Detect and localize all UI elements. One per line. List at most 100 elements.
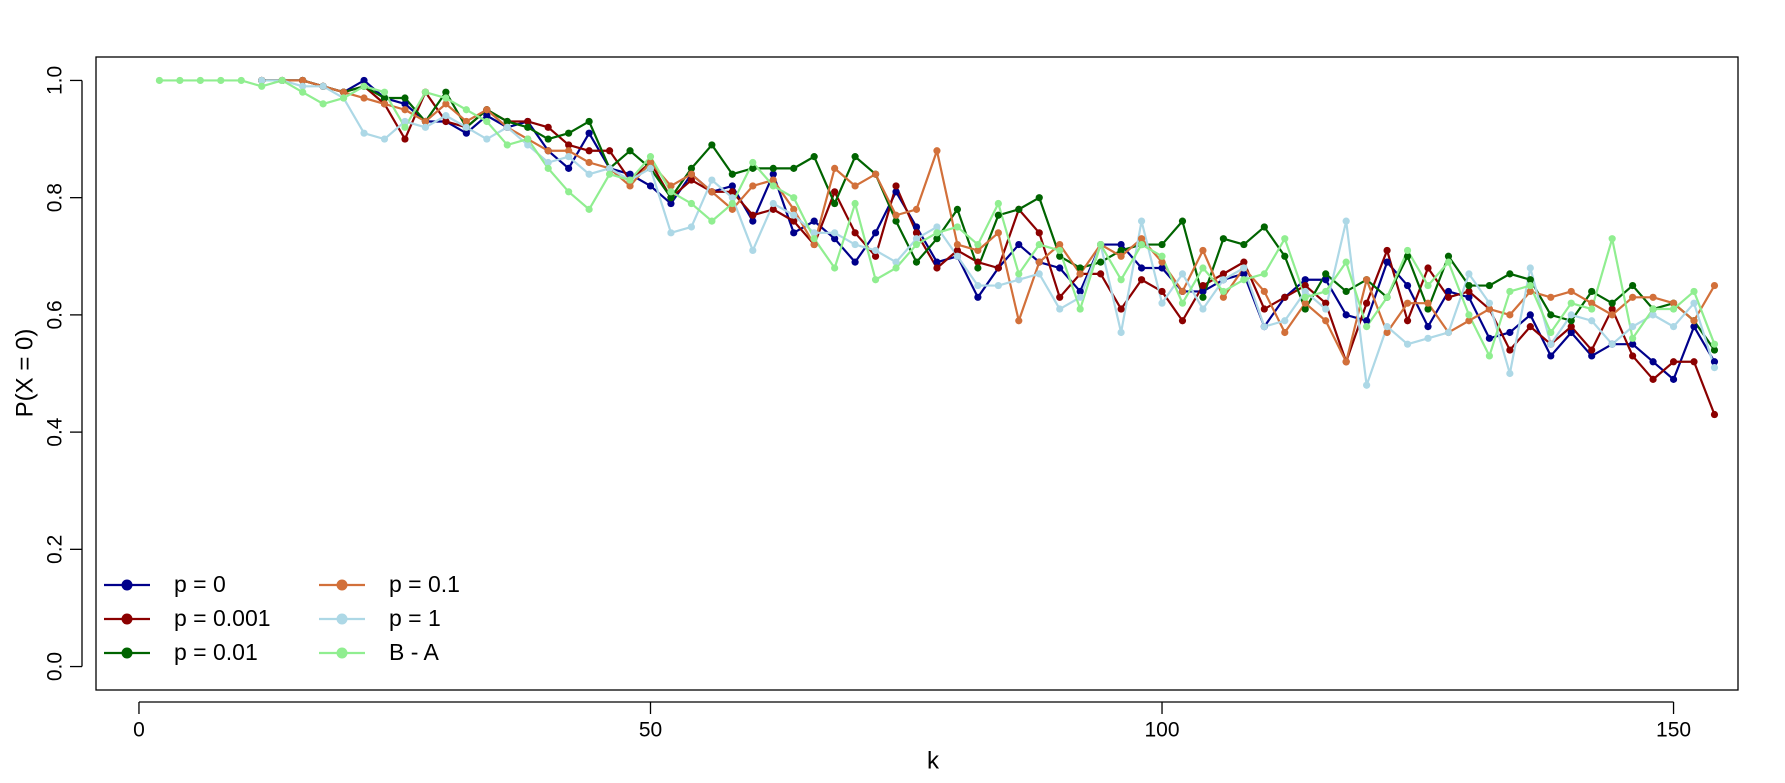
- data-point: [1035, 270, 1043, 278]
- data-point: [1526, 287, 1534, 296]
- data-point: [1301, 281, 1309, 290]
- data-point: [1056, 305, 1064, 313]
- data-point: [646, 164, 655, 172]
- data-point: [1465, 317, 1473, 325]
- data-point: [790, 217, 798, 225]
- data-point: [749, 246, 757, 255]
- legend-text: p = 0.01: [174, 639, 258, 665]
- data-point: [1260, 223, 1268, 231]
- y-tick-label: 1.0: [44, 66, 67, 95]
- data-point: [687, 176, 696, 184]
- data-point: [1669, 305, 1678, 313]
- data-point: [1342, 258, 1350, 266]
- data-point: [749, 211, 757, 219]
- data-point: [851, 182, 859, 190]
- data-point: [831, 188, 839, 196]
- data-point: [728, 205, 736, 213]
- data-point: [871, 229, 880, 237]
- data-point: [176, 76, 184, 85]
- data-point: [831, 229, 839, 237]
- data-point: [585, 147, 593, 155]
- data-point: [565, 141, 573, 149]
- data-point: [1506, 328, 1514, 337]
- data-point: [646, 153, 655, 161]
- data-point: [1465, 287, 1473, 296]
- data-point: [1158, 299, 1166, 307]
- data-point: [933, 235, 941, 243]
- data-point: [483, 106, 491, 114]
- data-point: [1588, 287, 1596, 296]
- legend-item: p = 0.1: [319, 571, 460, 597]
- y-tick-label: 0.0: [44, 652, 67, 681]
- data-point: [1669, 375, 1678, 383]
- data-point: [1506, 369, 1514, 378]
- data-point: [1608, 311, 1616, 319]
- legend-marker: [121, 579, 133, 591]
- data-point: [1240, 270, 1248, 278]
- data-point: [1547, 352, 1555, 360]
- data-point: [1485, 334, 1493, 342]
- data-point: [728, 199, 736, 208]
- data-point: [1056, 264, 1064, 272]
- data-point: [1076, 287, 1084, 296]
- data-point: [1383, 293, 1391, 301]
- data-point: [1035, 258, 1043, 266]
- data-point: [1567, 328, 1575, 337]
- data-point: [728, 182, 736, 190]
- data-point: [933, 258, 941, 266]
- data-point: [1710, 358, 1719, 366]
- data-point: [1567, 287, 1575, 296]
- data-point: [605, 170, 614, 178]
- data-point: [1710, 364, 1719, 372]
- data-point: [1260, 287, 1268, 296]
- data-point: [1137, 217, 1146, 225]
- y-tick-label: 0.4: [44, 417, 67, 447]
- legend-text: p = 0.1: [389, 571, 460, 597]
- data-point: [1178, 317, 1187, 325]
- data-point: [892, 264, 900, 272]
- data-point: [1710, 281, 1719, 290]
- data-point: [1301, 287, 1309, 296]
- data-point: [1629, 352, 1637, 360]
- data-point: [421, 123, 430, 131]
- data-point: [299, 88, 307, 96]
- data-point: [524, 117, 532, 126]
- data-point: [1649, 358, 1657, 366]
- data-point: [728, 194, 736, 202]
- data-point: [1301, 276, 1309, 284]
- y-tick-label: 0.8: [44, 183, 67, 212]
- x-tick-label: 50: [639, 719, 662, 742]
- data-point: [994, 229, 1002, 237]
- data-point: [237, 76, 245, 85]
- data-point: [1506, 346, 1514, 354]
- data-point: [1035, 240, 1043, 249]
- data-point: [1322, 270, 1330, 278]
- data-point: [1015, 317, 1023, 325]
- data-point: [1281, 317, 1289, 325]
- data-point: [1485, 352, 1493, 360]
- data-point: [646, 182, 655, 190]
- data-point: [503, 117, 511, 126]
- data-point: [831, 164, 839, 172]
- series-line: [261, 79, 1716, 387]
- data-point: [667, 188, 675, 196]
- data-point: [1710, 340, 1719, 348]
- data-point: [1322, 276, 1330, 284]
- data-point: [1342, 311, 1350, 319]
- data-point: [1669, 358, 1678, 366]
- data-point: [1260, 323, 1268, 331]
- data-point: [462, 117, 470, 126]
- legend-item: p = 0.001: [104, 605, 271, 631]
- data-point: [1690, 299, 1698, 307]
- data-point: [994, 199, 1002, 208]
- data-point: [1506, 270, 1514, 278]
- data-point: [1219, 235, 1228, 243]
- data-point: [912, 240, 921, 249]
- data-point: [565, 188, 573, 196]
- data-point: [565, 129, 573, 137]
- data-point: [1199, 264, 1207, 272]
- data-point: [974, 240, 982, 249]
- x-tick-label: 0: [133, 719, 145, 742]
- data-point: [1465, 281, 1473, 290]
- data-point: [974, 281, 982, 290]
